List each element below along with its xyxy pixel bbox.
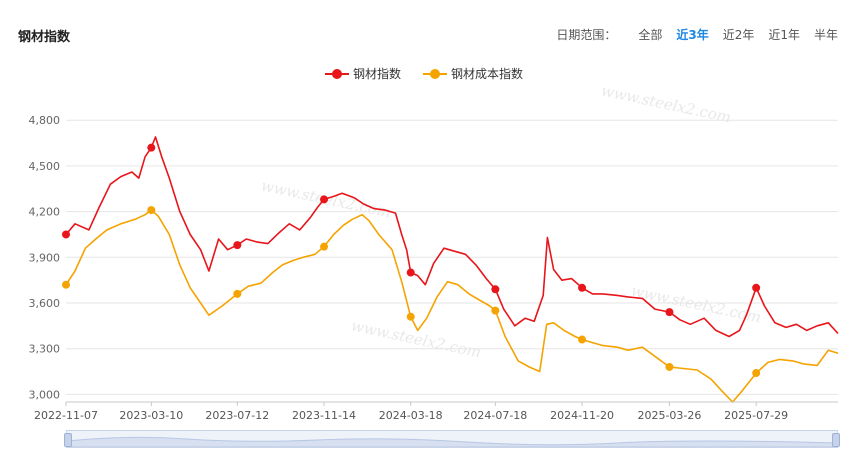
grid-layer (66, 119, 838, 395)
series-marker-cost (406, 312, 415, 321)
series-marker-steel (62, 230, 70, 239)
x-tick-label: 2022-11-07 (34, 409, 98, 422)
series-marker-cost (752, 369, 761, 378)
y-tick-label: 3,000 (29, 388, 61, 401)
legend-item-steel[interactable]: 钢材指数 (324, 65, 401, 82)
series-layer (65, 136, 839, 403)
series-marker-steel (320, 195, 329, 204)
date-range-label: 日期范围： (556, 28, 617, 42)
zoom-handle-right[interactable] (832, 433, 840, 447)
range-option-6m[interactable]: 半年 (813, 28, 838, 42)
series-marker-cost (320, 242, 329, 251)
series-marker-steel (752, 283, 761, 292)
page-title: 钢材指数 (18, 30, 71, 45)
marker-layer (62, 143, 761, 378)
series-marker-cost (665, 362, 674, 371)
series-line-cost (65, 209, 839, 403)
y-tick-label: 3,300 (29, 343, 61, 356)
x-tick-label: 2023-07-12 (205, 409, 269, 422)
range-option-3y[interactable]: 近3年 (676, 28, 709, 42)
axis-layer: 3,000 3,300 3,600 3,900 4,200 4,500 4,800 2022-… (29, 114, 838, 422)
series-marker-steel (147, 143, 156, 152)
series-line-steel (65, 136, 839, 338)
series-marker-steel (233, 241, 242, 250)
legend-swatch-steel (324, 68, 349, 79)
chart-legend: 钢材指数 钢材成本指数 (0, 65, 848, 82)
x-tick-label: 2024-11-20 (550, 409, 614, 422)
x-tick-label: 2025-03-26 (637, 409, 701, 422)
legend-item-cost[interactable]: 钢材成本指数 (423, 65, 523, 82)
y-tick-label: 4,500 (29, 160, 61, 173)
zoom-handle-left[interactable] (64, 433, 72, 447)
range-option-1y[interactable]: 近1年 (768, 28, 800, 42)
range-option-2y[interactable]: 近2年 (722, 28, 755, 42)
legend-swatch-cost (423, 68, 447, 79)
x-tick-label: 2025-07-29 (724, 409, 788, 422)
date-range-selector: 日期范围： 全部 近3年 近2年 近1年 半年 (556, 26, 838, 43)
series-marker-steel (491, 285, 500, 294)
y-tick-label: 4,200 (29, 206, 61, 219)
series-marker-steel (578, 283, 587, 292)
x-tick-label: 2024-07-18 (463, 409, 527, 422)
y-tick-label: 3,600 (29, 297, 61, 310)
x-tick-label: 2024-03-18 (379, 409, 443, 422)
legend-label-cost: 钢材成本指数 (451, 67, 524, 81)
zoom-slider[interactable] (64, 430, 840, 448)
y-tick-label: 3,900 (29, 251, 61, 264)
range-option-all[interactable]: 全部 (638, 28, 663, 42)
y-tick-label: 4,800 (29, 114, 61, 127)
series-marker-cost (578, 335, 587, 344)
series-marker-steel (665, 308, 674, 317)
series-marker-cost (62, 280, 70, 289)
series-marker-cost (491, 306, 500, 315)
legend-label-steel: 钢材指数 (352, 67, 401, 81)
zoom-slider-preview (67, 436, 837, 447)
series-marker-steel (406, 268, 415, 277)
series-marker-cost (147, 206, 156, 215)
x-tick-label: 2023-11-14 (292, 409, 356, 422)
series-marker-cost (233, 289, 242, 298)
x-tick-label: 2023-03-10 (119, 409, 183, 422)
